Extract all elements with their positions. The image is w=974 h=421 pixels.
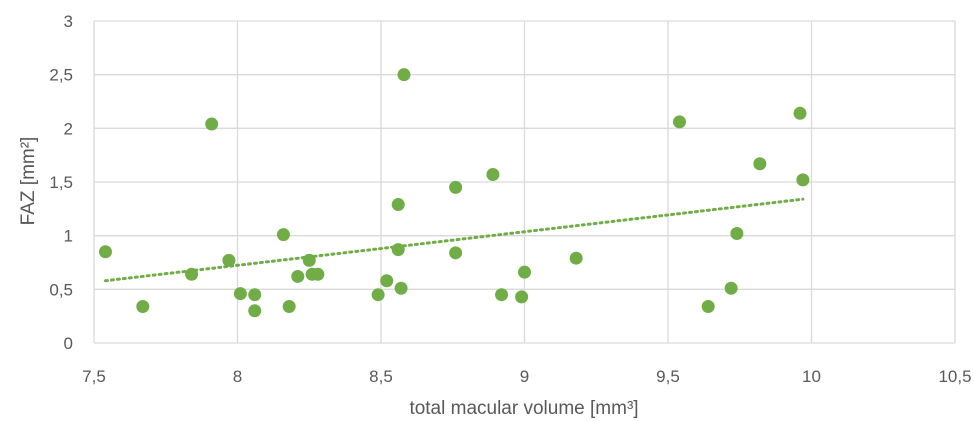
- data-point: [136, 300, 150, 314]
- y-tick-label: 0: [64, 334, 73, 353]
- x-tick-label: 9: [520, 367, 529, 386]
- data-point: [391, 243, 405, 257]
- data-point: [449, 180, 463, 194]
- data-point: [98, 245, 112, 259]
- data-point: [302, 253, 316, 267]
- data-point: [449, 246, 463, 260]
- y-tick-label: 1: [64, 227, 73, 246]
- x-tick-label: 8: [233, 367, 242, 386]
- data-point: [205, 117, 219, 131]
- y-tick-label: 1,5: [49, 173, 73, 192]
- x-tick-labels: 7,5 8 8,5 9 9,5 10 10,5: [82, 367, 971, 386]
- data-points: [98, 68, 810, 318]
- x-axis-title: total macular volume [mm³]: [409, 398, 638, 419]
- data-point: [391, 198, 405, 212]
- y-tick-label: 0,5: [49, 280, 73, 299]
- x-tick-label: 9,5: [656, 367, 680, 386]
- data-point: [397, 68, 411, 82]
- data-point: [701, 300, 715, 314]
- data-point: [380, 274, 394, 288]
- data-point: [672, 115, 686, 129]
- data-point: [495, 288, 509, 302]
- data-point: [311, 267, 325, 281]
- trendline-group: [103, 197, 805, 283]
- data-point: [282, 300, 296, 314]
- x-tick-label: 8,5: [369, 367, 393, 386]
- trendline: [103, 197, 805, 283]
- x-tick-label: 10: [802, 367, 821, 386]
- y-tick-label: 2: [64, 119, 73, 138]
- data-point: [569, 251, 583, 265]
- gridlines: [93, 20, 956, 344]
- y-tick-label: 2,5: [49, 66, 73, 85]
- data-point: [515, 290, 529, 304]
- y-axis-title: FAZ [mm²]: [18, 137, 39, 226]
- data-point: [518, 265, 531, 279]
- y-tick-label: 3: [64, 12, 73, 31]
- y-tick-labels: 0 0,5 1 1,5 2 2,5 3: [49, 12, 73, 353]
- data-point: [730, 227, 744, 241]
- x-tick-label: 10,5: [938, 367, 971, 386]
- data-point: [796, 173, 810, 187]
- data-point: [394, 281, 408, 295]
- data-point: [371, 288, 385, 302]
- x-tick-label: 7,5: [82, 367, 106, 386]
- data-point: [753, 157, 767, 171]
- data-point: [291, 269, 305, 283]
- data-point: [222, 253, 236, 267]
- data-point: [248, 304, 262, 318]
- data-point: [185, 267, 199, 281]
- data-point: [233, 287, 247, 301]
- data-point: [248, 288, 262, 302]
- data-point: [276, 228, 290, 242]
- data-point: [793, 106, 807, 120]
- data-point: [486, 167, 500, 181]
- data-point: [724, 281, 738, 295]
